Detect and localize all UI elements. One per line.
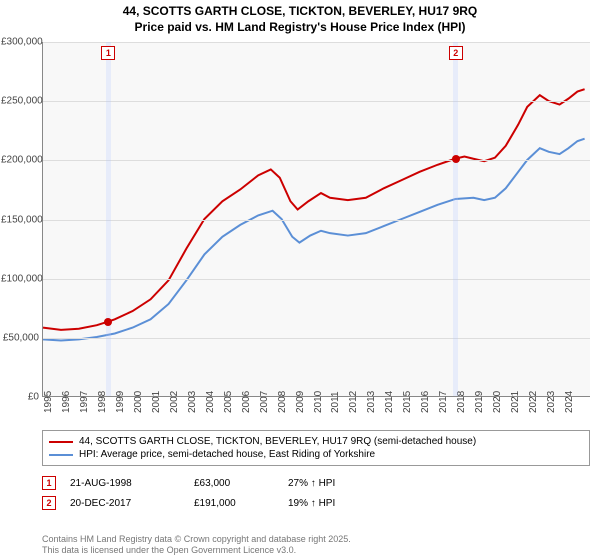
sale-delta-2: 19% ↑ HPI	[288, 498, 335, 509]
x-tick-label: 2012	[348, 391, 359, 413]
y-tick-label: £50,000	[1, 332, 39, 343]
x-tick-label: 2020	[492, 391, 503, 413]
x-tick-label: 2023	[546, 391, 557, 413]
y-gridline	[43, 338, 590, 339]
footer-attribution: Contains HM Land Registry data © Crown c…	[42, 534, 351, 556]
sale-point-marker	[452, 155, 460, 163]
x-tick-label: 2021	[510, 391, 521, 413]
x-tick-label: 2003	[187, 391, 198, 413]
sale-price-1: £63,000	[194, 478, 274, 489]
y-tick-label: £300,000	[1, 37, 39, 48]
x-tick-label: 2002	[169, 391, 180, 413]
title-line1: 44, SCOTTS GARTH CLOSE, TICKTON, BEVERLE…	[0, 4, 600, 20]
x-tick-label: 2013	[366, 391, 377, 413]
x-tick-label: 2006	[241, 391, 252, 413]
x-tick-label: 2000	[133, 391, 144, 413]
footer-line2: This data is licensed under the Open Gov…	[42, 545, 351, 556]
legend-item-hpi: HPI: Average price, semi-detached house,…	[49, 448, 583, 461]
y-gridline	[43, 220, 590, 221]
plot-area: £0£50,000£100,000£150,000£200,000£250,00…	[42, 42, 590, 397]
y-gridline	[43, 160, 590, 161]
x-tick-label: 1999	[115, 391, 126, 413]
x-tick-label: 2001	[151, 391, 162, 413]
legend-swatch-price-paid	[49, 441, 73, 443]
x-tick-label: 2009	[295, 391, 306, 413]
y-gridline	[43, 42, 590, 43]
footer-line1: Contains HM Land Registry data © Crown c…	[42, 534, 351, 545]
x-tick-label: 2024	[564, 391, 575, 413]
y-tick-label: £150,000	[1, 214, 39, 225]
x-tick-label: 2005	[223, 391, 234, 413]
x-tick-label: 2008	[277, 391, 288, 413]
legend-item-price-paid: 44, SCOTTS GARTH CLOSE, TICKTON, BEVERLE…	[49, 435, 583, 448]
y-tick-label: £200,000	[1, 155, 39, 166]
x-tick-label: 2016	[420, 391, 431, 413]
x-tick-label: 2015	[402, 391, 413, 413]
y-gridline	[43, 101, 590, 102]
chart-area: £0£50,000£100,000£150,000£200,000£250,00…	[42, 42, 590, 397]
x-tick-label: 1996	[61, 391, 72, 413]
sale-delta-1: 27% ↑ HPI	[288, 478, 335, 489]
x-tick-label: 2017	[438, 391, 449, 413]
legend-label-price-paid: 44, SCOTTS GARTH CLOSE, TICKTON, BEVERLE…	[79, 436, 476, 447]
sale-row-1: 1 21-AUG-1998 £63,000 27% ↑ HPI	[42, 476, 590, 490]
sale-flag-2: 2	[42, 496, 56, 510]
series-line-price_paid	[43, 89, 585, 330]
series-line-hpi	[43, 139, 585, 341]
sale-flag-1: 1	[42, 476, 56, 490]
x-tick-label: 2014	[384, 391, 395, 413]
legend-box: 44, SCOTTS GARTH CLOSE, TICKTON, BEVERLE…	[42, 430, 590, 466]
x-tick-label: 2022	[528, 391, 539, 413]
sale-flag-marker: 1	[101, 46, 115, 60]
sale-date-2: 20-DEC-2017	[70, 498, 180, 509]
x-tick-label: 2004	[205, 391, 216, 413]
x-tick-label: 2019	[474, 391, 485, 413]
x-tick-label: 2007	[259, 391, 270, 413]
x-tick-label: 2011	[330, 391, 341, 413]
chart-title: 44, SCOTTS GARTH CLOSE, TICKTON, BEVERLE…	[0, 0, 600, 35]
sale-row-2: 2 20-DEC-2017 £191,000 19% ↑ HPI	[42, 496, 590, 510]
sale-band	[106, 42, 111, 396]
x-tick-label: 1995	[43, 391, 54, 413]
sale-point-marker	[104, 318, 112, 326]
sale-flag-marker: 2	[449, 46, 463, 60]
sale-band	[453, 42, 458, 396]
sale-price-2: £191,000	[194, 498, 274, 509]
sale-date-1: 21-AUG-1998	[70, 478, 180, 489]
y-tick-label: £250,000	[1, 96, 39, 107]
legend-label-hpi: HPI: Average price, semi-detached house,…	[79, 449, 375, 460]
title-line2: Price paid vs. HM Land Registry's House …	[0, 20, 600, 36]
x-tick-label: 2010	[313, 391, 324, 413]
y-gridline	[43, 279, 590, 280]
legend-swatch-hpi	[49, 454, 73, 456]
y-tick-label: £0	[1, 392, 39, 403]
x-tick-label: 1997	[79, 391, 90, 413]
y-tick-label: £100,000	[1, 273, 39, 284]
